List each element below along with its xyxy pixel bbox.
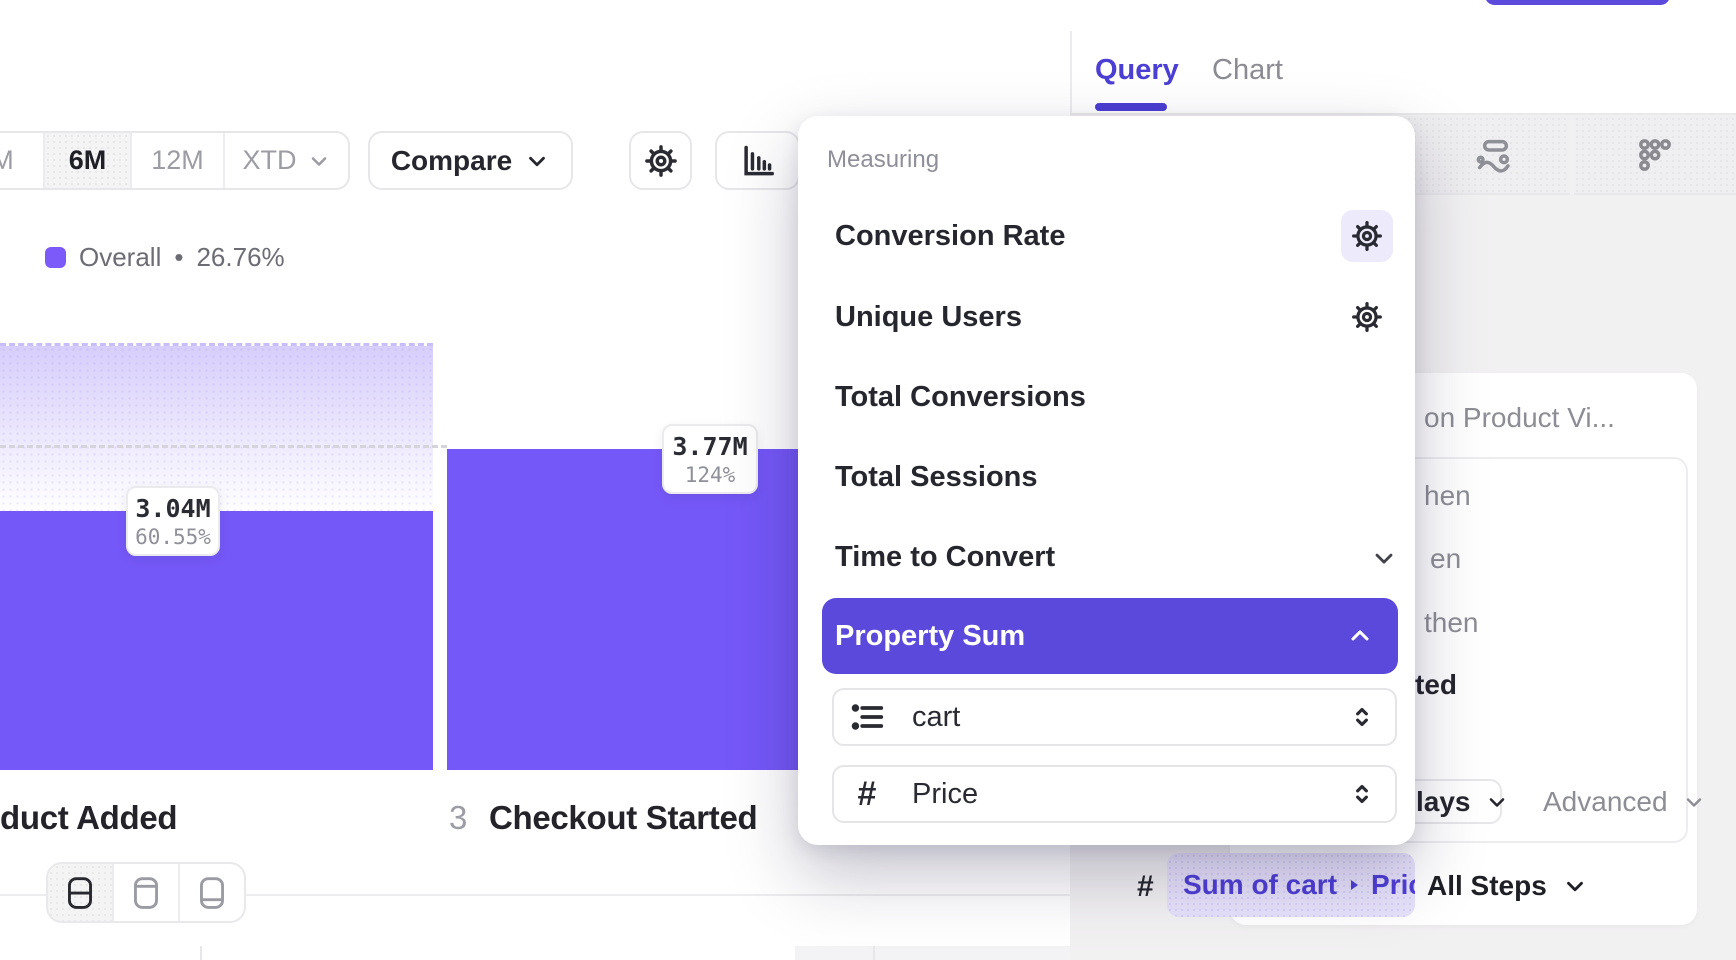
- step-row-fragment: then: [1424, 607, 1479, 638]
- card-header-fragment: on Product Vi...: [1424, 402, 1615, 433]
- layout-split-icon: [57, 870, 103, 916]
- range-button-m[interactable]: M: [0, 133, 45, 188]
- funnel-bar-headroom: [0, 343, 433, 514]
- bar-value: 3.04M: [135, 493, 211, 523]
- query-panel-tabbar: [1070, 31, 1736, 115]
- number-property-icon: #: [1137, 870, 1154, 903]
- legend-label: Overall: [79, 241, 162, 272]
- step-number: 3: [449, 799, 468, 836]
- funnel-bar-step3[interactable]: [447, 449, 802, 770]
- range-button-6m[interactable]: 6M: [45, 133, 132, 188]
- gear-icon: [1350, 300, 1384, 334]
- chevron-down-icon: [307, 149, 331, 173]
- caret-right-icon: [1346, 877, 1362, 893]
- value-property-select-value: Price: [912, 777, 979, 810]
- date-range-group: M 6M 12M XTD: [0, 131, 350, 190]
- layout-bottom-icon: [189, 870, 235, 916]
- reference-gridline: [0, 445, 447, 448]
- layout-toggle-group: [46, 862, 246, 923]
- range-button-12m[interactable]: 12M: [132, 133, 225, 188]
- step-row-fragment: ted: [1415, 669, 1457, 700]
- legend-value: 26.76%: [196, 241, 285, 272]
- popup-title: Measuring: [827, 146, 940, 173]
- layout-top-icon: [123, 870, 169, 916]
- gear-icon: [1350, 219, 1384, 253]
- legend-separator: •: [174, 241, 184, 272]
- advanced-dropdown[interactable]: Advanced: [1543, 786, 1706, 818]
- chevron-down-icon: [1370, 544, 1398, 572]
- table-header-hint: [795, 946, 1070, 960]
- chevron-down-icon: [1682, 790, 1706, 814]
- list-property-icon: [848, 698, 886, 736]
- flows-icon: [1473, 135, 1513, 175]
- number-property-icon: #: [857, 774, 877, 813]
- menu-item-property-sum-selected[interactable]: Property Sum: [822, 598, 1398, 674]
- top-bar: [0, 0, 1736, 33]
- bar-percent: 124%: [684, 462, 736, 487]
- select-updown-icon: [1347, 779, 1377, 809]
- step-label-step3: 3 Checkout Started: [449, 799, 758, 836]
- table-column-divider: [200, 946, 202, 960]
- legend-swatch: [45, 246, 66, 268]
- chevron-down-icon: [524, 148, 550, 174]
- step-row-fragment: hen: [1424, 480, 1471, 511]
- step-row-fragment: en: [1430, 543, 1462, 574]
- all-steps-dropdown[interactable]: All Steps: [1427, 870, 1588, 902]
- tab-chart[interactable]: Chart: [1212, 54, 1283, 86]
- bar-value-tooltip-step2: 3.04M 60.55%: [126, 486, 220, 556]
- unique-users-settings-button[interactable]: [1341, 291, 1393, 343]
- bar-value: 3.77M: [672, 431, 748, 461]
- select-updown-icon: [1347, 702, 1377, 732]
- bar-value-tooltip-step3: 3.77M 124%: [662, 424, 758, 494]
- active-tab-underline: [1095, 103, 1167, 111]
- chevron-down-icon: [1562, 873, 1588, 899]
- dots-grid-icon: [1634, 134, 1676, 176]
- tab-query[interactable]: Query: [1095, 54, 1179, 86]
- table-column-divider: [873, 946, 875, 960]
- chevron-down-icon: [1485, 790, 1509, 814]
- layout-split-button[interactable]: [48, 864, 114, 921]
- gear-icon: [643, 143, 679, 179]
- primary-action-button[interactable]: [1485, 0, 1670, 5]
- menu-item-unique-users[interactable]: Unique Users: [835, 301, 1022, 333]
- bar-chart-icon: [739, 142, 777, 180]
- chart-type-button[interactable]: [715, 131, 800, 190]
- menu-item-total-sessions[interactable]: Total Sessions: [835, 461, 1038, 493]
- property-select[interactable]: cart: [832, 688, 1397, 746]
- section-divider: [0, 894, 1070, 896]
- range-button-xtd[interactable]: XTD: [225, 133, 348, 188]
- chart-legend: Overall • 26.76%: [45, 241, 285, 272]
- funnel-bar-step2[interactable]: [0, 511, 433, 770]
- bar-percent: 60.55%: [135, 524, 211, 549]
- chevron-up-icon: [1346, 622, 1374, 650]
- compare-button[interactable]: Compare: [368, 131, 573, 190]
- chart-settings-button[interactable]: [629, 131, 692, 190]
- layout-bottom-button[interactable]: [180, 864, 244, 921]
- menu-item-time-to-convert[interactable]: Time to Convert: [835, 541, 1056, 573]
- value-property-select[interactable]: # Price: [832, 765, 1397, 823]
- grid-tool-cell[interactable]: [1574, 116, 1736, 195]
- menu-item-conversion-rate[interactable]: Conversion Rate: [835, 220, 1066, 252]
- menu-item-total-conversions[interactable]: Total Conversions: [835, 381, 1086, 413]
- property-select-value: cart: [912, 700, 961, 733]
- step-label-step2: duct Added: [0, 799, 178, 836]
- layout-top-button[interactable]: [114, 864, 180, 921]
- conversion-rate-settings-button[interactable]: [1341, 210, 1393, 262]
- measurement-chip[interactable]: Sum of cart Price: [1167, 853, 1415, 917]
